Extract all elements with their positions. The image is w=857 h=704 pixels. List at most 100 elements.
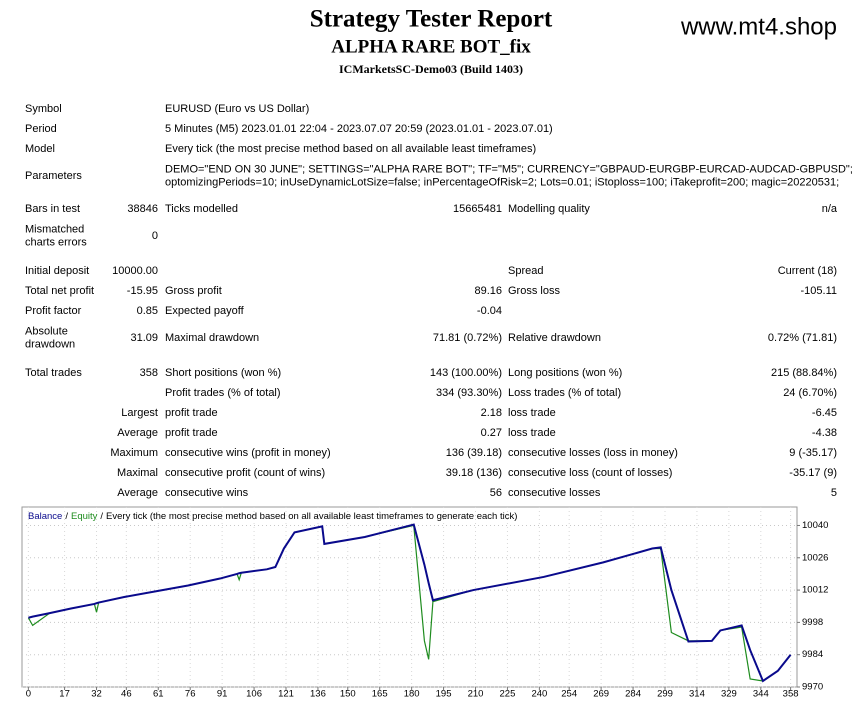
cell-text: Period: [25, 123, 57, 135]
legend-entry: Equity: [71, 511, 98, 522]
cell-text: EURUSD (Euro vs US Dollar): [165, 103, 309, 115]
cell-text: 0.85: [137, 305, 158, 317]
legend-entry: Balance: [28, 511, 62, 522]
cell-text: 334 (93.30%): [436, 387, 502, 399]
x-tick-label: 0: [26, 689, 31, 700]
x-tick-label: 121: [278, 689, 294, 700]
cell-text: 24 (6.70%): [783, 387, 837, 399]
x-tick-label: 61: [153, 689, 164, 700]
y-tick-label: 9998: [802, 617, 823, 628]
cell-text: profit trade: [165, 407, 218, 419]
cell-text: consecutive profit (count of wins): [165, 467, 325, 479]
cell-text: Total trades: [25, 367, 82, 379]
y-tick-label: 10012: [802, 585, 828, 596]
cell-text: optomizingPeriods=10; inUseDynamicLotSiz…: [165, 176, 839, 188]
x-tick-label: 269: [593, 689, 609, 700]
series-line: [28, 523, 792, 683]
cell-text: Model: [25, 143, 55, 155]
x-tick-label: 254: [561, 689, 577, 700]
x-tick-label: 358: [783, 689, 799, 700]
cell-text: Parameters: [25, 170, 82, 182]
cell-text: Long positions (won %): [508, 367, 622, 379]
y-tick-label: 9970: [802, 682, 823, 693]
cell-text: Initial deposit: [25, 265, 89, 277]
x-tick-label: 225: [500, 689, 516, 700]
cell-text: Symbol: [25, 103, 62, 115]
cell-text: Total net profit: [25, 285, 94, 297]
cell-text: 89.16: [474, 285, 502, 297]
cell-text: Spread: [508, 265, 543, 277]
cell-text: Loss trades (% of total): [508, 387, 621, 399]
cell-text: consecutive losses: [508, 487, 601, 499]
cell-text: Profit factor: [25, 305, 82, 317]
cell-text: drawdown: [25, 338, 75, 350]
cell-text: Gross profit: [165, 285, 222, 297]
x-tick-label: 150: [340, 689, 356, 700]
x-tick-label: 165: [372, 689, 388, 700]
cell-text: consecutive wins: [165, 487, 249, 499]
x-tick-label: 344: [753, 689, 769, 700]
x-tick-label: 76: [185, 689, 196, 700]
cell-text: Relative drawdown: [508, 332, 601, 344]
cell-text: 10000.00: [112, 265, 158, 277]
x-tick-label: 195: [436, 689, 452, 700]
x-tick-label: 314: [689, 689, 705, 700]
x-tick-label: 240: [531, 689, 547, 700]
cell-text: 9 (-35.17): [789, 447, 837, 459]
cell-text: Current (18): [778, 265, 837, 277]
cell-text: charts errors: [25, 236, 87, 248]
cell-text: Gross loss: [508, 285, 560, 297]
y-tick-label: 10040: [802, 520, 828, 531]
legend-separator: /: [65, 511, 68, 522]
x-tick-label: 136: [310, 689, 326, 700]
x-tick-label: 180: [404, 689, 420, 700]
cell-text: 56: [490, 487, 502, 499]
cell-text: Every tick (the most precise method base…: [165, 143, 536, 155]
cell-text: 5 Minutes (M5) 2023.01.01 22:04 - 2023.0…: [165, 123, 553, 135]
cell-text: n/a: [822, 203, 838, 215]
cell-text: 31.09: [130, 332, 158, 344]
y-tick-label: 10026: [802, 552, 828, 563]
x-tick-label: 106: [246, 689, 262, 700]
cell-text: 0: [152, 230, 158, 242]
x-tick-label: 32: [91, 689, 102, 700]
cell-text: Largest: [121, 407, 158, 419]
cell-text: -0.04: [477, 305, 502, 317]
cell-text: Mismatched: [25, 223, 84, 235]
cell-text: Absolute: [25, 325, 68, 337]
x-tick-label: 210: [468, 689, 484, 700]
cell-text: -6.45: [812, 407, 837, 419]
cell-text: Maximum: [110, 447, 158, 459]
cell-text: consecutive losses (loss in money): [508, 447, 678, 459]
chart-subtitle: Every tick (the most precise method base…: [106, 511, 517, 522]
x-tick-label: 299: [657, 689, 673, 700]
cell-text: Modelling quality: [508, 203, 590, 215]
cell-text: Profit trades (% of total): [165, 387, 281, 399]
cell-text: -15.95: [127, 285, 158, 297]
x-tick-label: 17: [59, 689, 70, 700]
x-tick-label: 46: [121, 689, 132, 700]
cell-text: 5: [831, 487, 837, 499]
cell-text: Short positions (won %): [165, 367, 281, 379]
cell-text: DEMO="END ON 30 JUNE"; SETTINGS="ALPHA R…: [165, 163, 853, 175]
cell-text: 143 (100.00%): [430, 367, 502, 379]
server-name: ICMarketsSC-Demo03 (Build 1403): [339, 62, 523, 76]
cell-text: consecutive wins (profit in money): [165, 447, 331, 459]
legend-separator: /: [100, 511, 103, 522]
brand: www.mt4.shop: [680, 13, 837, 40]
cell-text: 71.81 (0.72%): [433, 332, 502, 344]
cell-text: 39.18 (136): [446, 467, 502, 479]
cell-text: Average: [117, 427, 158, 439]
chart-frame: [21, 506, 798, 688]
report-subtitle: ALPHA RARE BOT_fix: [331, 36, 531, 57]
cell-text: 38846: [127, 203, 158, 215]
cell-text: 358: [140, 367, 158, 379]
cell-text: Maximal drawdown: [165, 332, 259, 344]
cell-text: 0.72% (71.81): [768, 332, 837, 344]
cell-text: Bars in test: [25, 203, 80, 215]
cell-text: consecutive loss (count of losses): [508, 467, 672, 479]
x-tick-label: 284: [625, 689, 641, 700]
cell-text: 0.27: [481, 427, 502, 439]
x-tick-label: 329: [721, 689, 737, 700]
